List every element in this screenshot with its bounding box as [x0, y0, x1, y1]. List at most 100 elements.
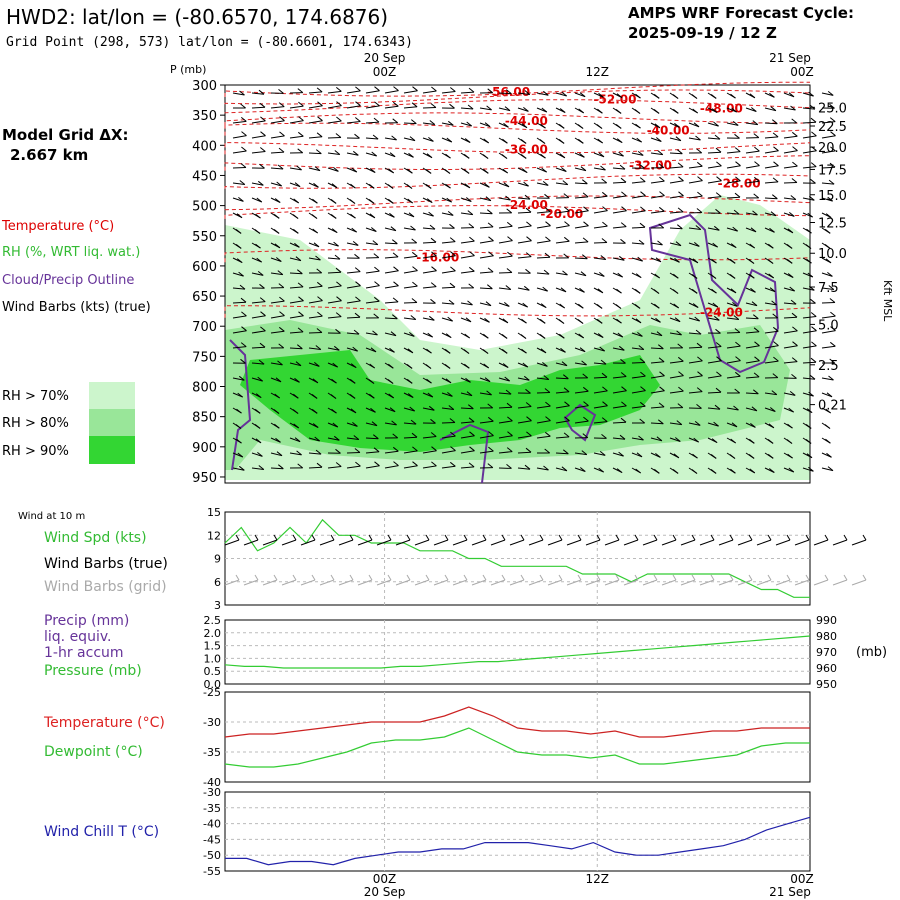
wind-barb-flag [599, 451, 606, 456]
wind-barb [460, 270, 475, 274]
grid-wind-barb [490, 579, 506, 586]
wind-barb [270, 377, 282, 383]
wind-barb [365, 270, 380, 274]
wind-barb-flag [617, 332, 624, 338]
wind-barb [631, 362, 645, 364]
surface-wind-barb [604, 539, 620, 546]
surface-wind-barb [832, 539, 848, 546]
wind-barb [498, 225, 513, 229]
wind-barb-flag [811, 146, 817, 152]
wind-barb [631, 257, 643, 262]
wind-barb-flag [464, 138, 471, 143]
wind-barb-flag [582, 373, 589, 379]
precip-panel-frame [224, 619, 811, 685]
wind-barb-flag [412, 86, 418, 92]
wind-barb-flag [620, 417, 627, 423]
wind-barb-flag [293, 198, 300, 204]
wind-barb-flag [257, 271, 264, 276]
wind-barb-flag [294, 437, 301, 443]
wind-barb-flag [333, 167, 339, 172]
wind-barb-flag [658, 357, 665, 363]
grid-wind-barb [509, 579, 525, 586]
wind-barb-flag [600, 165, 606, 171]
wind-barb-flag [539, 318, 546, 324]
wind-barb-flag [753, 133, 760, 138]
rh70-label: RH > 70% [2, 389, 69, 404]
wind-barb-flag [733, 405, 739, 411]
wind-barb [593, 257, 606, 260]
wind-barb-flag [236, 258, 243, 263]
wind-barb-flag [752, 314, 759, 320]
wind-barb-flag [542, 362, 548, 367]
wind-barb-flag [772, 373, 779, 378]
wind-barb-flag [678, 371, 684, 376]
wind-barb [498, 107, 511, 112]
wind-barb-flag [768, 423, 775, 429]
wind-barb [308, 105, 323, 109]
wind-barb-flag [431, 266, 437, 272]
wind-barb [707, 180, 722, 184]
wind-barb-flag [507, 431, 513, 437]
wind-barb-flag [336, 281, 342, 287]
wind-barb-flag [635, 93, 641, 99]
wind-barb-flag [618, 151, 624, 157]
wind-barb-flag [806, 258, 812, 264]
wind-barb-flag [524, 464, 531, 470]
wind-barb [308, 91, 323, 94]
wind-barb [612, 167, 626, 170]
wind-barb-flag [298, 311, 304, 317]
wind-barb-flag [714, 404, 721, 410]
wind-barb-flag [710, 469, 717, 474]
wind-barb [555, 467, 568, 472]
wind-barb-flag [732, 302, 738, 307]
wind-barb-flag [640, 191, 646, 197]
wind-barb-flag [564, 221, 570, 226]
wind-barb-flag [582, 433, 589, 438]
wind-barb-flag [254, 424, 261, 429]
wind-barb [479, 435, 494, 439]
wind-barb-flag [487, 222, 494, 228]
wind-barb [403, 465, 418, 469]
surface-wind-barb [756, 539, 772, 546]
wind-barb-flag [352, 150, 359, 156]
surface-wind-barb [414, 539, 430, 546]
wind-barb-flag [237, 392, 244, 398]
wind-barb-flag [807, 212, 814, 218]
wind-barb [498, 272, 512, 274]
wind-barb-flag [254, 229, 261, 234]
wind-barb [251, 151, 266, 154]
wind-barb-flag [825, 258, 832, 264]
wind-barb [251, 272, 264, 276]
wind-barb [612, 452, 624, 457]
wind-barb-flag [387, 363, 394, 369]
wind-barb [232, 197, 244, 202]
grid-wind-barb [300, 579, 316, 586]
wind-panel-tick-label: 6 [214, 576, 221, 589]
wind-barb [403, 332, 415, 337]
wind-barb-flag [317, 311, 323, 317]
wind-barb-flag [317, 101, 323, 107]
wind-barb-flag [238, 465, 245, 471]
wind-barb-flag [563, 387, 570, 393]
wind-barb-flag [634, 304, 641, 309]
wind-barb-flag [676, 330, 682, 336]
wind-barb-flag [241, 311, 247, 317]
surface-wind-barb-flag [767, 534, 772, 541]
wind-barb [365, 137, 379, 140]
wind-barb [289, 347, 303, 350]
wind-barb [536, 467, 549, 471]
wind-barb-flag [314, 166, 321, 171]
wind-barb-flag [673, 453, 680, 459]
wind-barb-flag [678, 386, 684, 392]
wind-barb [403, 106, 418, 109]
wind-barb-flag [750, 423, 756, 428]
wind-barb-flag [238, 271, 244, 277]
wind-barb [688, 195, 703, 199]
wind-barb-flag [236, 438, 242, 444]
wind-barb-flag [787, 228, 794, 234]
wind-barb-flag [278, 89, 284, 94]
wind-barb-flag [449, 87, 456, 92]
wind-barb [669, 375, 684, 379]
surface-wind-barb-flag [691, 534, 696, 541]
